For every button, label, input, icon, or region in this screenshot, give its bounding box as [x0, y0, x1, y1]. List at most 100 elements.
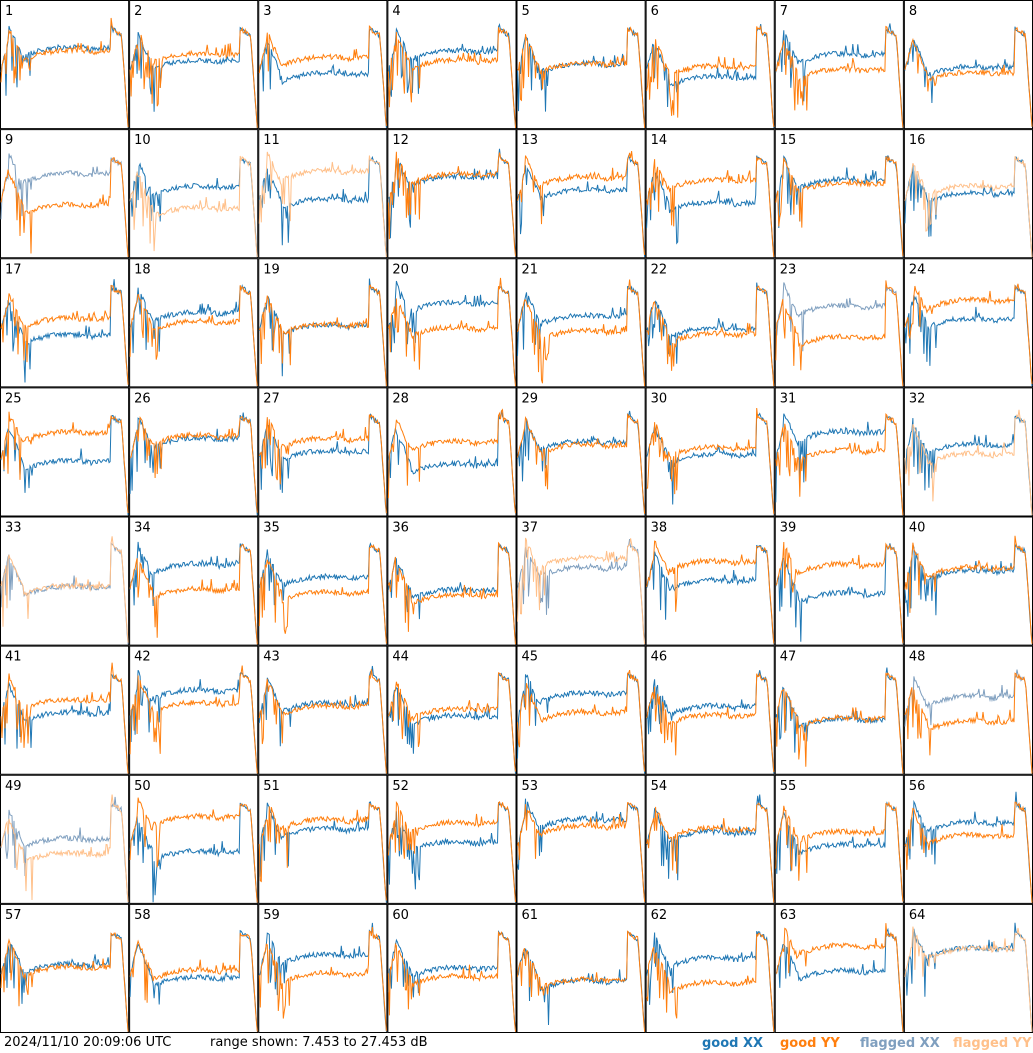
series-yy	[129, 285, 258, 387]
panel-51: 51	[258, 774, 388, 904]
panel-46: 46	[645, 645, 775, 775]
series-yy	[775, 541, 904, 644]
panel-label: 7	[780, 4, 788, 19]
panel-frame	[774, 645, 904, 775]
series-yy	[0, 284, 129, 385]
series-xx	[517, 673, 646, 774]
series-yy	[258, 151, 387, 258]
panel-7: 7	[774, 0, 904, 130]
panel-label: 39	[780, 521, 797, 536]
series-yy	[904, 801, 1033, 903]
panel-label: 44	[392, 650, 409, 665]
series-xx	[904, 669, 1033, 773]
series-xx	[646, 155, 775, 258]
panel-label: 2	[134, 4, 142, 19]
series-yy	[517, 279, 646, 387]
panel-61: 61	[516, 903, 646, 1033]
series-yy	[646, 540, 775, 644]
panel-28: 28	[387, 387, 517, 517]
series-yy	[258, 544, 387, 644]
panel-27: 27	[258, 387, 388, 517]
series-xx	[387, 410, 516, 514]
legend-good-yy: good YY	[780, 1036, 840, 1051]
series-xx	[775, 667, 904, 774]
panel-41: 41	[0, 645, 130, 775]
panel-5: 5	[516, 0, 646, 130]
panel-label: 38	[651, 521, 668, 536]
panel-label: 23	[780, 262, 797, 277]
panel-label: 35	[263, 521, 280, 536]
panel-18: 18	[129, 258, 259, 388]
panel-label: 36	[392, 521, 409, 536]
panel-label: 54	[651, 779, 668, 794]
series-yy	[904, 156, 1033, 258]
series-yy	[517, 26, 646, 128]
series-xx	[904, 284, 1033, 387]
panel-label: 30	[651, 391, 668, 406]
series-yy	[129, 797, 258, 903]
series-xx	[387, 930, 516, 1031]
panel-label: 13	[522, 133, 539, 148]
panel-label: 57	[5, 908, 22, 923]
panel-label: 56	[909, 779, 926, 794]
panel-frame	[129, 774, 259, 904]
series-xx	[259, 28, 387, 128]
series-yy	[904, 672, 1033, 774]
series-yy	[387, 151, 516, 256]
series-yy	[0, 411, 129, 514]
series-yy	[904, 926, 1033, 1032]
panel-label: 21	[522, 262, 539, 277]
panel-11: 11	[258, 129, 388, 259]
panel-label: 8	[909, 4, 917, 19]
series-xx	[646, 794, 775, 903]
series-yy	[646, 156, 775, 258]
panel-label: 61	[522, 908, 539, 923]
panel-label: 31	[780, 391, 797, 406]
panel-42: 42	[129, 645, 259, 775]
panel-label: 33	[5, 521, 22, 536]
panel-54: 54	[645, 774, 775, 904]
panel-frame	[258, 129, 388, 259]
panel-label: 25	[5, 391, 22, 406]
panel-label: 18	[134, 262, 151, 277]
panel-label: 45	[522, 650, 539, 665]
panel-10: 10	[129, 129, 259, 259]
panel-label: 4	[392, 4, 400, 19]
series-yy	[517, 413, 646, 514]
series-xx	[258, 542, 387, 642]
panel-13: 13	[516, 129, 646, 259]
panel-52: 52	[387, 774, 517, 904]
panel-frame	[0, 387, 130, 517]
series-xx	[646, 24, 775, 128]
panel-label: 9	[5, 133, 13, 148]
panel-19: 19	[258, 258, 388, 388]
panel-label: 5	[522, 4, 530, 19]
series-yy	[904, 283, 1033, 384]
panel-label: 43	[263, 650, 280, 665]
panel-label: 51	[263, 779, 280, 794]
series-yy	[775, 155, 904, 257]
panel-63: 63	[774, 903, 904, 1033]
panel-25: 25	[0, 387, 130, 517]
series-yy	[904, 535, 1033, 644]
series-yy	[129, 933, 258, 1032]
panel-14: 14	[645, 129, 775, 259]
series-yy	[258, 803, 387, 901]
panel-58: 58	[129, 903, 259, 1033]
panel-24: 24	[903, 258, 1033, 388]
series-yy	[387, 672, 516, 772]
panel-label: 20	[392, 262, 409, 277]
series-yy	[775, 801, 904, 902]
panel-label: 50	[134, 779, 151, 794]
series-xx	[0, 796, 129, 903]
series-xx	[904, 415, 1033, 516]
panel-16: 16	[903, 129, 1033, 259]
panel-53: 53	[516, 774, 646, 904]
series-xx	[129, 929, 258, 1031]
series-yy	[0, 17, 129, 128]
panel-label: 41	[5, 650, 22, 665]
series-xx	[0, 153, 129, 256]
panel-label: 27	[263, 391, 280, 406]
panel-36: 36	[387, 516, 517, 646]
panel-frame	[645, 129, 775, 259]
